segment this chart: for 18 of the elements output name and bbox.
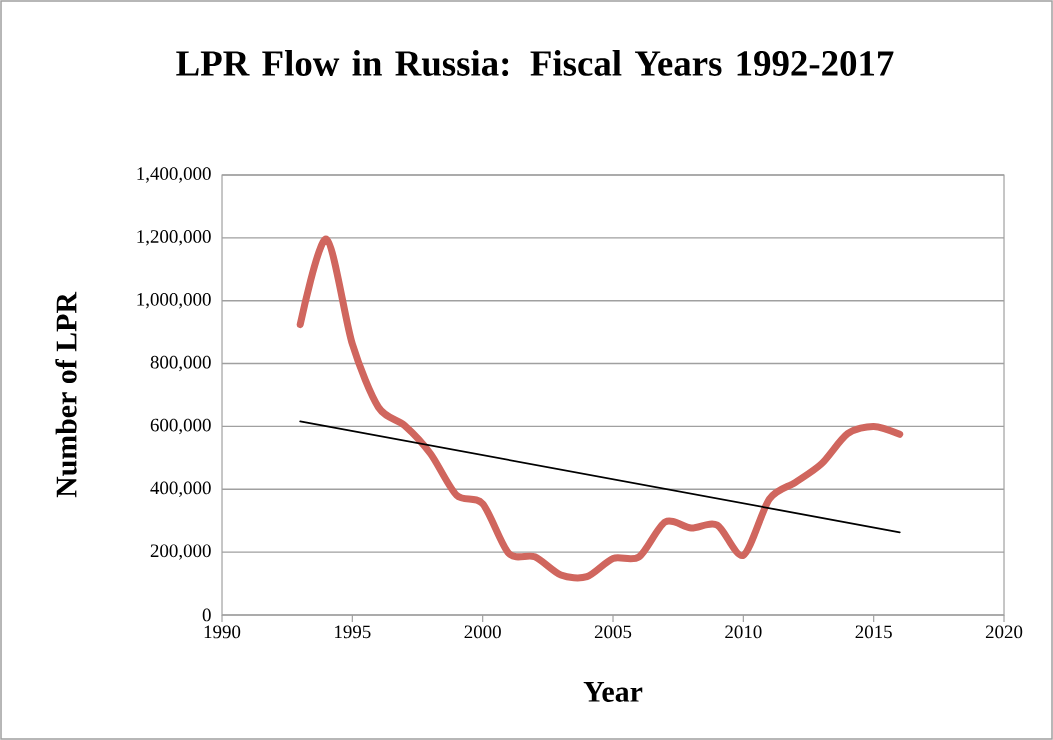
x-axis-title: Year (583, 682, 643, 702)
y-tick-label: 800,000 (150, 355, 211, 372)
x-tick-label: 1990 (204, 625, 241, 639)
y-tick-label: 200,000 (150, 544, 211, 560)
x-tick-label: 2015 (855, 625, 892, 639)
x-tick-label: 2005 (594, 625, 632, 639)
y-tick-label: 600,000 (150, 418, 211, 435)
y-tick-label: 1,000,000 (137, 292, 211, 309)
x-tick-label: 2010 (725, 625, 762, 639)
x-tick-label: 2020 (985, 625, 1023, 639)
x-tick-label: 2000 (464, 625, 501, 639)
y-tick-label: 1,400,000 (137, 167, 211, 183)
y-tick-label: 0 (202, 608, 211, 622)
x-tick-label: 1995 (335, 625, 371, 639)
y-axis-title: Number of LPR (55, 291, 77, 498)
y-tick-label: 1,200,000 (137, 230, 211, 246)
chart-title: LPR Flow in Russia: Fiscal Years 1992-2017 (176, 49, 894, 77)
y-tick-label: 400,000 (150, 481, 211, 498)
